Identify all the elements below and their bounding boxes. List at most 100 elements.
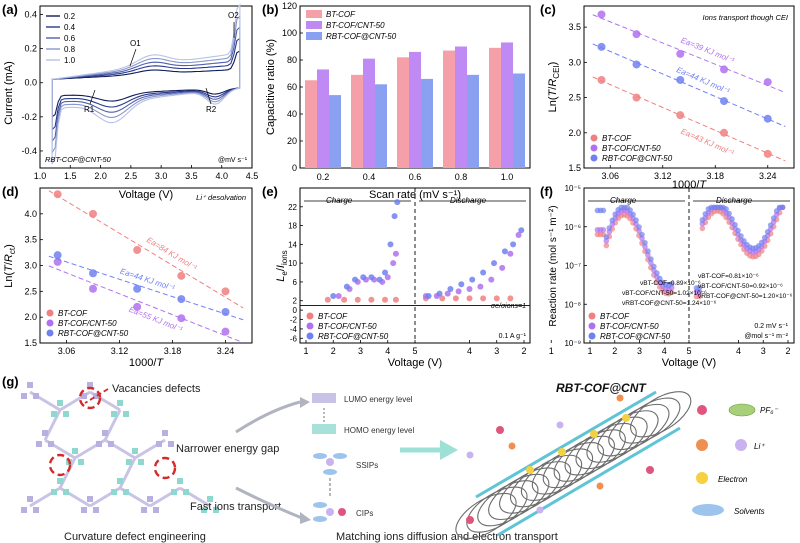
panel-a-xtick-label: 3.5 [185, 171, 198, 181]
solvent-molecule [313, 502, 327, 508]
xtick-label: 3.24 [217, 346, 235, 356]
lattice-node [123, 489, 129, 495]
bar-RBT-COF@CNT-50-0.6 [421, 78, 433, 168]
panel-c: (c) Ions transport though CEI Ea=43 KJ m… [540, 2, 795, 191]
panel-a-ytick-label: -0.4 [21, 146, 37, 156]
point-RBT-COF@CNT-50 [360, 274, 367, 281]
point-BT-COF/CNT-50 [133, 302, 142, 311]
point-RBT-COF@CNT-50 [510, 241, 517, 248]
cips-label: CIPs [356, 509, 373, 518]
lattice-node [183, 489, 189, 495]
panel-d-xlabel: 1000/T [129, 357, 165, 369]
lattice-node [138, 459, 144, 465]
point-RBT-COF@CNT-50 [696, 285, 703, 291]
bar-RBT-COF@CNT-50-0.2 [329, 95, 341, 168]
solvent-icon [692, 504, 724, 516]
arrow-r1 [89, 89, 96, 105]
legend-label: BT-COF/CNT-50 [58, 319, 117, 328]
point-BT-COF/CNT-50 [676, 49, 685, 58]
xtick-label: 2 [612, 346, 617, 356]
panel-a-label: (a) [2, 2, 18, 17]
point-BT-COF/CNT-50 [515, 231, 522, 238]
li-label: Li⁺ [754, 442, 765, 451]
lattice-node [51, 489, 57, 495]
point-BT-COF/CNT-50 [335, 293, 342, 300]
lattice-node [51, 411, 57, 417]
legend-label: 1.0 [64, 56, 76, 65]
point-BT-COF/CNT-50 [455, 288, 462, 295]
point-RBT-COF@CNT-50 [603, 234, 610, 240]
lattice-node [27, 496, 33, 502]
tube-ring [499, 467, 561, 514]
bar-RBT-COF@CNT-50-0.8 [467, 74, 479, 168]
legend-label: BT-COF [318, 312, 348, 321]
legend-marker [588, 332, 596, 340]
xtick-label: 3.06 [58, 346, 76, 356]
legend-label: RBT-COF@CNT-50 [58, 329, 129, 338]
solvent-molecule [313, 453, 327, 459]
panel-c-label: (c) [540, 2, 556, 17]
point-RBT-COF@CNT-50 [458, 281, 465, 288]
point-RBT-COF@CNT-50 [480, 269, 487, 276]
point-BT-COF/CNT-50 [632, 30, 641, 39]
point-BT-COF [133, 246, 142, 254]
solvent-molecule [323, 469, 337, 475]
ratio-annotation: σe/σions=1 [491, 303, 526, 310]
legend-label: RBT-COF@CNT-50 [318, 332, 389, 341]
point-RBT-COF@CNT-50 [387, 241, 394, 248]
panel-b-ylabel: Capacitive ratio (%) [265, 39, 277, 135]
annotation-r2: R2 [206, 105, 217, 114]
legend-label: BT-COF/CNT-50 [326, 21, 385, 30]
fit-line-RBT-COF@CNT-50 [48, 255, 244, 321]
xtick-label: 4 [467, 346, 472, 356]
segment-charge-f: Charge [610, 196, 637, 205]
lattice-node [72, 448, 78, 454]
panel-g: (g) Vacancies defects Narrower energy ga… [2, 374, 778, 543]
panel-a-inset-label: RBT-COF@CNT-50 [45, 155, 112, 164]
panel-a-ytick-label: 0.0 [24, 78, 37, 88]
lattice-node [123, 411, 129, 417]
panel-f-ticks: 12345432110⁻⁹10⁻⁸10⁻⁷10⁻⁶10⁻⁵ [564, 184, 790, 356]
point-BT-COF [324, 296, 331, 303]
cip-cluster [313, 502, 346, 522]
ytick-label: 14 [288, 240, 297, 249]
lattice-node [141, 507, 147, 513]
lattice-node [153, 507, 159, 513]
pf6-dot [466, 516, 474, 524]
pf6-label: PF₆⁻ [760, 406, 778, 415]
point-RBT-COF@CNT-50 [133, 284, 142, 293]
point-RBT-COF@CNT-50 [53, 251, 62, 260]
panel-e-ylabel: Le/Iions [275, 250, 289, 281]
point-RBT-COF@CNT-50 [761, 234, 768, 241]
xtick-label: 2 [521, 346, 526, 356]
ytick-label: 2.0 [568, 128, 581, 138]
lattice-node [96, 441, 102, 447]
point-RBT-COF@CNT-50 [394, 199, 401, 206]
ea-label-RBT-COF@CNT-50: Ea=44 KJ mol⁻¹ [119, 267, 176, 293]
point-RBT-COF@CNT-50 [221, 308, 230, 316]
point-RBT-COF@CNT-50 [606, 225, 613, 231]
point-RBT-COF@CNT-50 [447, 285, 454, 292]
point-BT-COF [221, 287, 230, 296]
ytick-label: 10⁻⁹ [564, 339, 581, 348]
xtick-label: 3.18 [164, 346, 182, 356]
point-RBT-COF@CNT-50 [612, 211, 619, 218]
panel-a-frame [39, 5, 253, 169]
panel-a-ytick-label: -0.2 [21, 112, 37, 122]
bar-RBT-COF@CNT-50-0.4 [375, 84, 387, 168]
panel-b-ytick-label: 80 [287, 55, 297, 65]
point-BT-COF [676, 111, 685, 120]
legend-label: 0.4 [64, 23, 76, 32]
lattice-node [33, 393, 39, 399]
legend-swatch [306, 21, 322, 29]
point-BT-COF [493, 295, 500, 302]
point-RBT-COF@CNT-50 [632, 60, 641, 69]
panel-f-xlabel: Voltage (V) [662, 357, 716, 369]
point-BT-COF [480, 295, 487, 302]
panel-f-ylabel: Reaction rate (mol s⁻¹ m⁻²) [548, 205, 559, 326]
lattice-node [111, 411, 117, 417]
